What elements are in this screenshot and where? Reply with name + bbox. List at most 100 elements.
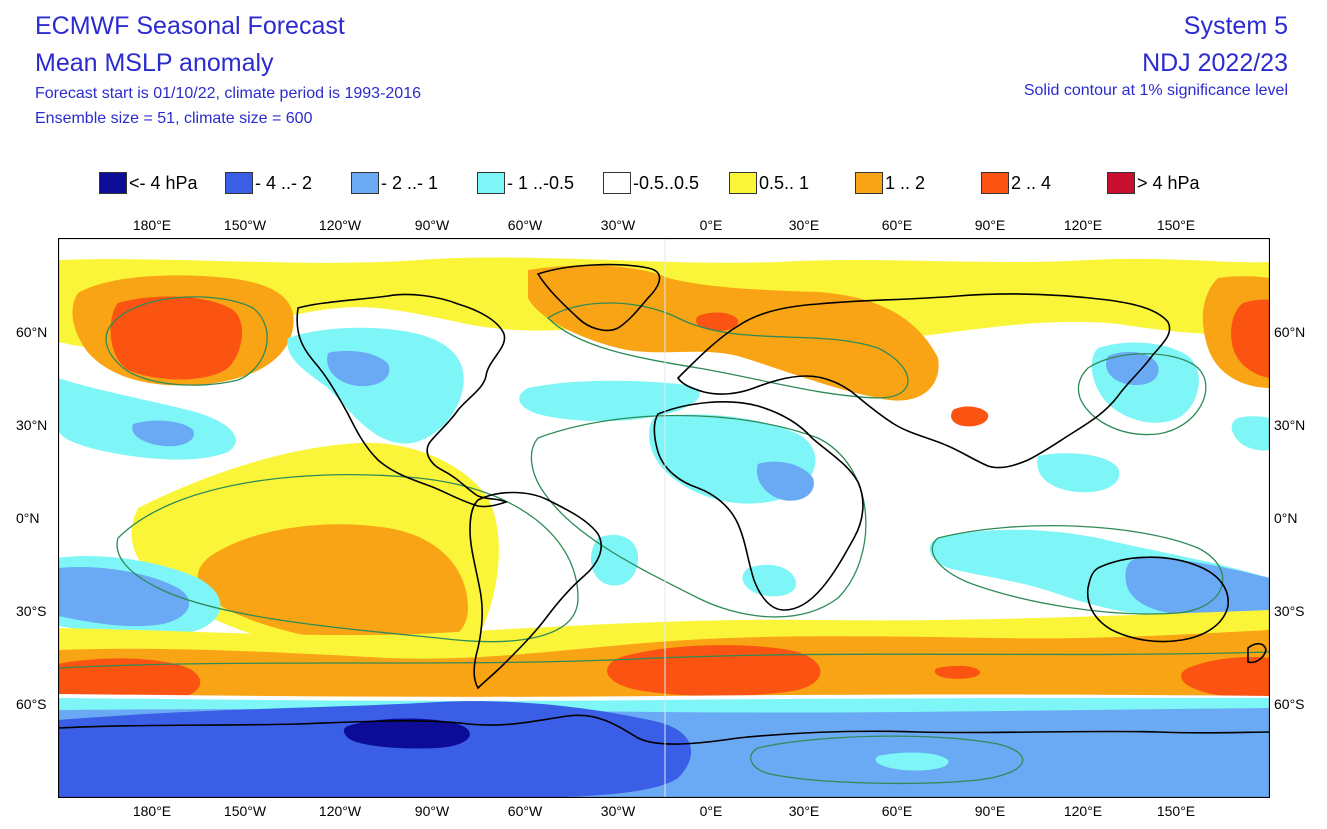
lon-tick-bottom: 30°E: [788, 803, 820, 819]
lat-tick-left: 0°N: [16, 510, 40, 526]
central-pacific-blue: [132, 420, 194, 447]
legend-label: 2 .. 4: [1011, 172, 1052, 193]
greenland-coast: [536, 263, 661, 332]
east-pacific-red-high: [1231, 299, 1270, 378]
contour-atlantic-europe: [546, 302, 909, 399]
lat-tick-right: 30°S: [1274, 603, 1305, 619]
legend-item: 0.5.. 1: [729, 170, 809, 196]
contour-north-pacific: [105, 296, 268, 386]
lon-tick-top: 120°E: [1063, 217, 1103, 233]
legend-item: - 4 ..- 2: [225, 170, 312, 196]
south-america-coast: [469, 491, 602, 690]
antarctic-dark-blue-low: [343, 718, 470, 749]
contour-tropical: [116, 473, 579, 643]
south-pacific-red-high: [58, 658, 201, 702]
lon-tick-top: 120°W: [318, 217, 362, 233]
legend-swatch: [351, 172, 379, 194]
period-label: NDJ 2022/23: [1142, 49, 1288, 77]
north-africa-blue: [756, 461, 814, 501]
contour-southern-ocean: [58, 651, 1270, 669]
lat-tick-left: 60°N: [16, 324, 48, 340]
lon-tick-bottom: 120°E: [1063, 803, 1103, 819]
lon-tick-top: 90°E: [974, 217, 1006, 233]
southern-ocean-cyan-1: [742, 564, 797, 597]
legend-item: > 4 hPa: [1107, 170, 1200, 196]
lon-tick-bottom: 150°W: [223, 803, 267, 819]
lon-tick-top: 150°E: [1156, 217, 1196, 233]
lon-tick-bottom: 180°E: [132, 803, 172, 819]
south-indian-red: [934, 665, 980, 679]
contour-africa: [530, 414, 867, 618]
legend-swatch: [981, 172, 1009, 194]
lat-tick-left: 30°S: [16, 603, 47, 619]
map-variable: Mean MSLP anomaly: [35, 49, 274, 77]
new-zealand-coast: [1247, 642, 1267, 664]
australia-coast: [1086, 556, 1229, 643]
legend-swatch: [603, 172, 631, 194]
lon-tick-top: 30°E: [788, 217, 820, 233]
lon-tick-bottom: 60°E: [881, 803, 913, 819]
contour-west-pacific: [1077, 353, 1207, 436]
legend-item: - 1 ..-0.5: [477, 170, 574, 196]
contour-antarctic: [750, 735, 1024, 785]
north-america-coast: [296, 293, 509, 508]
legend-item: - 2 ..- 1: [351, 170, 438, 196]
legend-swatch: [1107, 172, 1135, 194]
lon-tick-bottom: 30°W: [600, 803, 636, 819]
lat-tick-right: 60°S: [1274, 696, 1305, 712]
south-pacific-red-edge: [1181, 657, 1270, 698]
scandinavia-red: [696, 312, 739, 331]
lon-tick-top: 0°E: [699, 217, 723, 233]
legend-item: 2 .. 4: [981, 170, 1051, 196]
lat-tick-left: 30°N: [16, 417, 48, 433]
legend-item: -0.5..0.5: [603, 170, 699, 196]
west-pacific-blue: [1106, 351, 1159, 386]
ensemble-size-note: Ensemble size = 51, climate size = 600: [35, 110, 313, 127]
lon-tick-top: 180°E: [132, 217, 172, 233]
africa-coast: [653, 401, 864, 611]
legend-swatch: [225, 172, 253, 194]
legend-swatch: [729, 172, 757, 194]
australia-blue: [1125, 557, 1270, 628]
north-indian-cyan: [1037, 453, 1120, 493]
south-atlantic-cyan: [591, 534, 638, 586]
north-pacific-red-high: [110, 296, 243, 380]
atlantic-cyan: [519, 380, 700, 422]
lon-tick-bottom: 120°W: [318, 803, 362, 819]
antarctic-blue: [58, 701, 692, 798]
legend-label: - 2 ..- 1: [381, 172, 439, 193]
lon-tick-bottom: 90°W: [414, 803, 450, 819]
east-pacific-cyan-edge: [1231, 416, 1270, 451]
lon-tick-bottom: 150°E: [1156, 803, 1196, 819]
legend-label: > 4 hPa: [1137, 172, 1200, 193]
legend-label: <- 4 hPa: [129, 172, 198, 193]
legend-swatch: [99, 172, 127, 194]
lon-tick-top: 150°W: [223, 217, 267, 233]
legend-label: 1 .. 2: [885, 172, 926, 193]
lon-tick-top: 60°E: [881, 217, 913, 233]
legend-swatch: [855, 172, 883, 194]
south-atlantic-red-high: [607, 645, 821, 696]
legend-item: 1 .. 2: [855, 170, 925, 196]
eurasia-coast: [676, 293, 1171, 469]
significance-contours: [58, 296, 1270, 785]
significance-note: Solid contour at 1% significance level: [1023, 82, 1288, 99]
lat-tick-right: 60°N: [1274, 324, 1306, 340]
lat-tick-right: 30°N: [1274, 417, 1306, 433]
legend-label: - 4 ..- 2: [255, 172, 313, 193]
lon-tick-top: 90°W: [414, 217, 450, 233]
lon-tick-top: 60°W: [507, 217, 543, 233]
legend-swatch: [477, 172, 505, 194]
legend-item: <- 4 hPa: [99, 170, 198, 196]
legend-label: - 1 ..-0.5: [507, 172, 575, 193]
north-america-blue: [327, 350, 390, 387]
legend-label: 0.5.. 1: [759, 172, 810, 193]
lon-tick-bottom: 0°E: [699, 803, 723, 819]
map-title: ECMWF Seasonal Forecast: [35, 12, 345, 40]
anomaly-map: [58, 238, 1270, 798]
system-label: System 5: [1183, 12, 1288, 40]
lon-tick-top: 30°W: [600, 217, 636, 233]
lon-tick-bottom: 90°E: [974, 803, 1006, 819]
coastlines: [58, 263, 1270, 745]
lat-tick-right: 0°N: [1274, 510, 1298, 526]
